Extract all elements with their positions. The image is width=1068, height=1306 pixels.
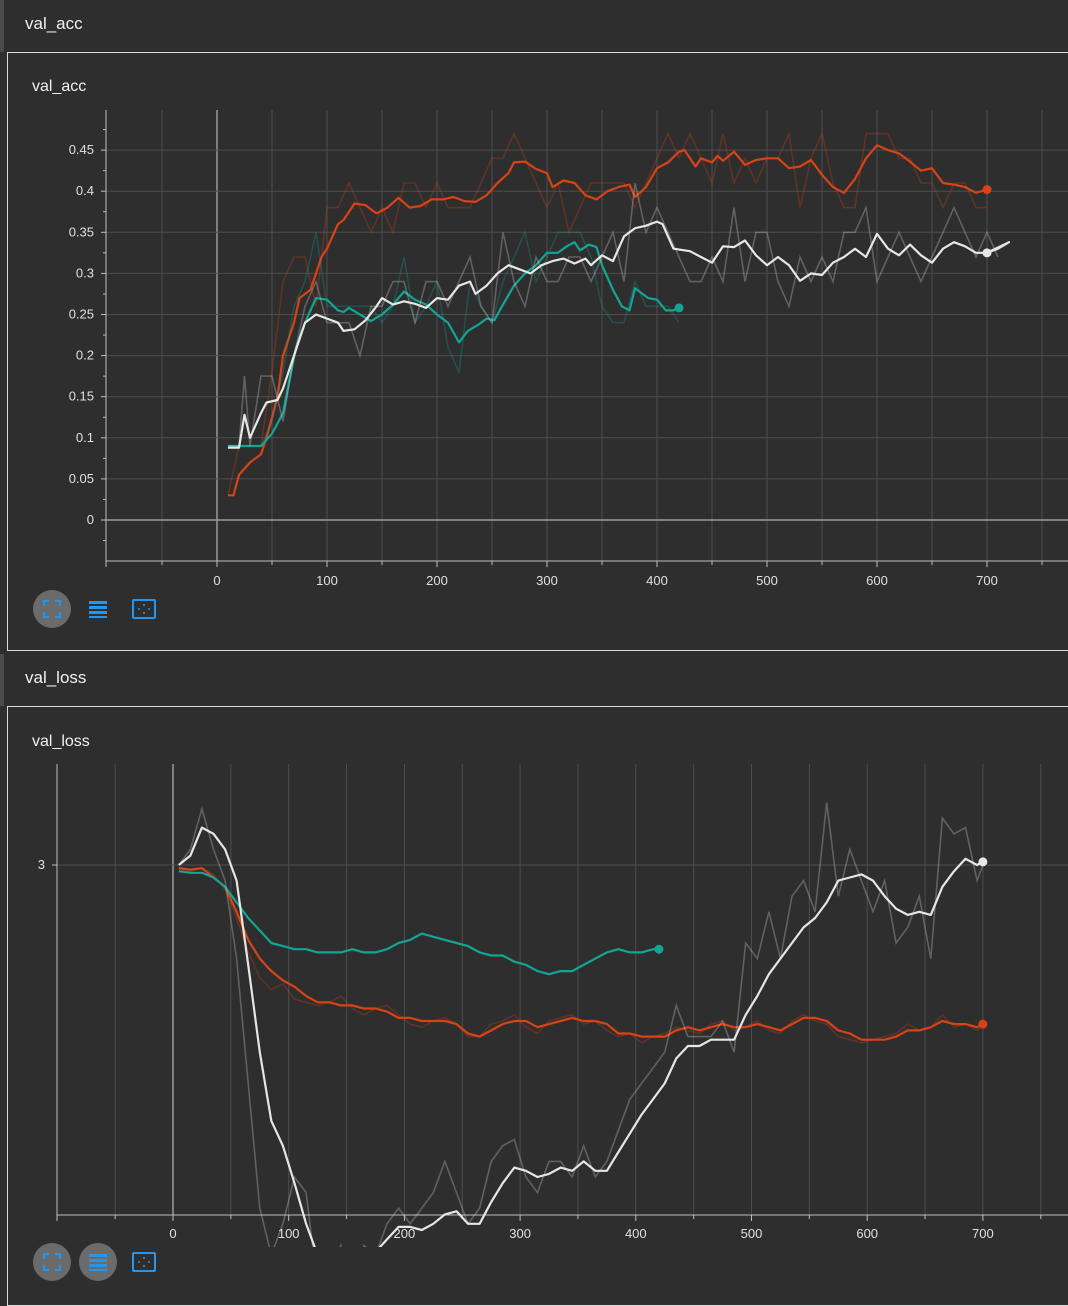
y-tick-label: 0.25: [69, 307, 94, 322]
series-end-point-white: [982, 248, 992, 258]
x-tick-label: 200: [394, 1226, 416, 1241]
x-tick-label: 500: [741, 1226, 763, 1241]
toggle-y-log-icon: [89, 1254, 107, 1271]
series-end-point-white: [978, 857, 988, 867]
toggle-y-log-icon: [89, 601, 107, 618]
series-smoothed-line-orange: [178, 867, 984, 1041]
y-tick-label: 0.45: [69, 142, 94, 157]
x-tick-label: 100: [278, 1226, 300, 1241]
series-raw-line-orange: [178, 867, 984, 1044]
x-tick-label: 400: [625, 1226, 647, 1241]
y-tick-label: 0: [87, 512, 94, 527]
chart-toolbar: [33, 1243, 163, 1281]
fit-domain-button[interactable]: [33, 1243, 71, 1281]
section-title: val_loss: [25, 668, 87, 687]
series-raw-line-white: [178, 802, 984, 1247]
series-raw-line-teal: [228, 229, 680, 447]
x-tick-label: 700: [972, 1226, 994, 1241]
section-header-val-acc[interactable]: val_acc: [0, 0, 1068, 52]
x-tick-label: 400: [646, 573, 668, 588]
chart-title: val_acc: [32, 78, 87, 95]
section-title: val_acc: [25, 14, 83, 33]
chart-toolbar: [33, 590, 163, 628]
series-smoothed-line-orange: [228, 144, 988, 497]
series-end-point-teal: [654, 944, 664, 954]
series-smoothed-line-teal: [178, 870, 659, 976]
val-acc-chart[interactable]: 0 100 200 300 400 500 600 700 0 0.05 0.1 0.15 0.2 0.2…: [8, 53, 1068, 593]
fit-domain-button[interactable]: [33, 590, 71, 628]
x-tick-label: 100: [316, 573, 338, 588]
series-smoothed-line-teal: [228, 241, 680, 448]
y-tick-label: 0.15: [69, 389, 94, 404]
x-tick-label: 500: [756, 573, 778, 588]
chart-card-val-loss: val_loss 0 100 200 300 400 500 600 700 3: [7, 706, 1068, 1306]
series-end-point-orange: [982, 185, 992, 195]
chart-title: val_loss: [32, 733, 90, 750]
chart-card-val-acc: val_acc 0 100 200 300 400 500 600 700 0 0.05 0.1 0.…: [7, 52, 1068, 651]
val-loss-chart[interactable]: 0 100 200 300 400 500 600 700 3: [8, 707, 1068, 1247]
y-tick-label: 0.3: [76, 265, 94, 280]
fit-domain-icon: [43, 1253, 61, 1271]
y-tick-label: 0.1: [76, 430, 94, 445]
series-smoothed-line-white: [178, 826, 984, 1247]
x-tick-label: 0: [169, 1226, 176, 1241]
series-smoothed-line-white: [228, 220, 1011, 449]
y-tick-label: 0.35: [69, 224, 94, 239]
toggle-y-log-button[interactable]: [79, 590, 117, 628]
series-raw-line-white: [228, 182, 999, 447]
x-tick-label: 600: [866, 573, 888, 588]
x-tick-label: 600: [856, 1226, 878, 1241]
series-end-point-teal: [674, 303, 684, 313]
x-tick-label: 0: [213, 573, 220, 588]
toggle-y-log-button[interactable]: [79, 1243, 117, 1281]
y-tick-label: 0.2: [76, 348, 94, 363]
y-tick-label: 0.4: [76, 183, 94, 198]
fit-domain-icon: [43, 600, 61, 618]
y-tick-label: 3: [38, 857, 45, 872]
fit-to-data-button[interactable]: [125, 1243, 163, 1281]
x-tick-label: 200: [426, 573, 448, 588]
fit-to-data-icon: [132, 599, 156, 619]
x-tick-label: 300: [536, 573, 558, 588]
fit-to-data-button[interactable]: [125, 590, 163, 628]
series-end-point-orange: [978, 1019, 988, 1029]
x-tick-label: 300: [509, 1226, 531, 1241]
x-tick-label: 700: [976, 573, 998, 588]
y-tick-label: 0.05: [69, 471, 94, 486]
fit-to-data-icon: [132, 1252, 156, 1272]
section-header-val-loss[interactable]: val_loss: [0, 654, 1068, 706]
